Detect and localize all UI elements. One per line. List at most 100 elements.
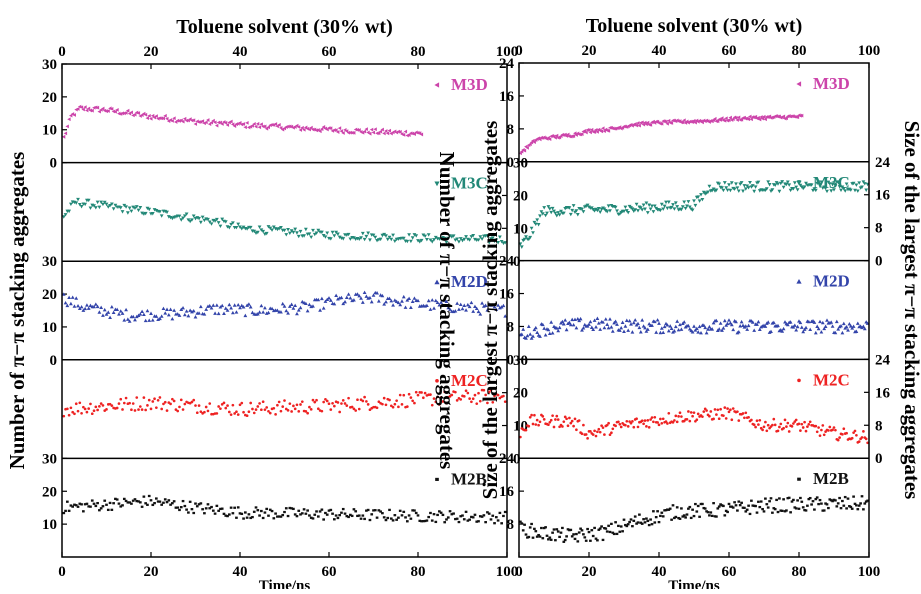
data-point xyxy=(647,425,651,429)
data-point xyxy=(662,204,667,209)
data-point xyxy=(818,434,822,438)
data-point xyxy=(106,109,110,113)
data-point xyxy=(90,412,94,416)
data-point xyxy=(568,528,571,532)
data-point xyxy=(103,499,107,502)
data-point xyxy=(321,306,326,310)
data-point xyxy=(676,328,681,332)
data-point xyxy=(90,108,94,113)
data-point xyxy=(245,414,249,418)
data-point xyxy=(804,325,808,330)
data-point xyxy=(96,408,99,412)
data-point xyxy=(371,233,376,238)
data-point xyxy=(610,329,615,333)
data-point xyxy=(535,330,540,335)
data-point xyxy=(656,510,659,513)
data-point xyxy=(98,405,101,408)
data-point xyxy=(573,417,577,421)
data-point xyxy=(203,410,206,414)
data-point xyxy=(781,326,786,331)
data-point xyxy=(502,394,505,398)
data-point xyxy=(811,500,815,503)
data-point xyxy=(215,412,219,415)
data-point xyxy=(339,295,344,300)
data-point xyxy=(439,396,443,399)
y-tick-label: 8 xyxy=(875,418,883,434)
data-point xyxy=(611,531,615,534)
data-point xyxy=(234,122,238,127)
data-point xyxy=(790,425,794,428)
data-point xyxy=(795,188,800,192)
data-point xyxy=(636,121,640,125)
data-point xyxy=(377,509,381,512)
data-point xyxy=(296,308,301,312)
data-point xyxy=(359,517,363,520)
data-point xyxy=(552,528,556,531)
series-M2D xyxy=(61,290,508,323)
data-point xyxy=(574,325,579,330)
data-point xyxy=(331,512,334,515)
data-point xyxy=(726,407,729,410)
data-point xyxy=(302,127,306,132)
data-point xyxy=(803,420,806,424)
data-point xyxy=(248,305,253,309)
data-point xyxy=(745,327,750,331)
data-point xyxy=(341,131,345,135)
data-point xyxy=(638,330,643,334)
data-point xyxy=(752,189,757,194)
data-point xyxy=(535,418,539,422)
data-point xyxy=(691,414,694,418)
data-point xyxy=(661,515,665,518)
data-point xyxy=(287,304,292,308)
data-point xyxy=(455,399,459,402)
data-point xyxy=(150,113,155,118)
data-point xyxy=(531,536,535,539)
y-tick-label: 20 xyxy=(42,484,57,500)
data-point xyxy=(690,330,695,334)
data-point xyxy=(384,403,388,407)
data-point xyxy=(675,420,679,424)
data-point xyxy=(478,515,482,518)
data-point xyxy=(637,325,642,330)
data-point xyxy=(700,120,704,125)
data-point xyxy=(861,324,866,328)
data-point xyxy=(171,502,174,505)
data-point xyxy=(696,330,701,334)
y-tick-label: 0 xyxy=(875,254,883,270)
data-point xyxy=(260,408,263,412)
data-point xyxy=(270,122,274,127)
data-point xyxy=(713,408,717,411)
data-point xyxy=(345,515,349,518)
data-point xyxy=(724,509,728,513)
data-point xyxy=(327,296,331,300)
data-point xyxy=(496,303,500,307)
data-point xyxy=(182,214,187,218)
data-point xyxy=(761,507,764,511)
data-point xyxy=(683,206,688,211)
data-point xyxy=(834,499,837,502)
data-point xyxy=(746,186,751,190)
legend-M3D: M3D xyxy=(434,75,488,94)
legend-label: M2C xyxy=(451,371,488,390)
data-point xyxy=(313,513,317,516)
data-point xyxy=(752,504,756,507)
data-point xyxy=(668,507,672,510)
data-point xyxy=(111,109,116,114)
data-point xyxy=(470,400,473,404)
data-point xyxy=(696,504,700,508)
data-point xyxy=(133,317,137,322)
data-point xyxy=(642,422,645,426)
data-point xyxy=(673,516,676,520)
data-point xyxy=(241,122,246,126)
data-point xyxy=(389,237,394,242)
data-point xyxy=(251,515,254,519)
data-point xyxy=(541,415,545,418)
data-point xyxy=(533,413,536,417)
legend-label: M2B xyxy=(451,469,487,488)
data-point xyxy=(845,507,848,510)
data-point xyxy=(680,415,683,418)
data-point xyxy=(712,502,715,505)
data-point xyxy=(862,508,865,511)
x-tick-label: 20 xyxy=(144,564,159,580)
